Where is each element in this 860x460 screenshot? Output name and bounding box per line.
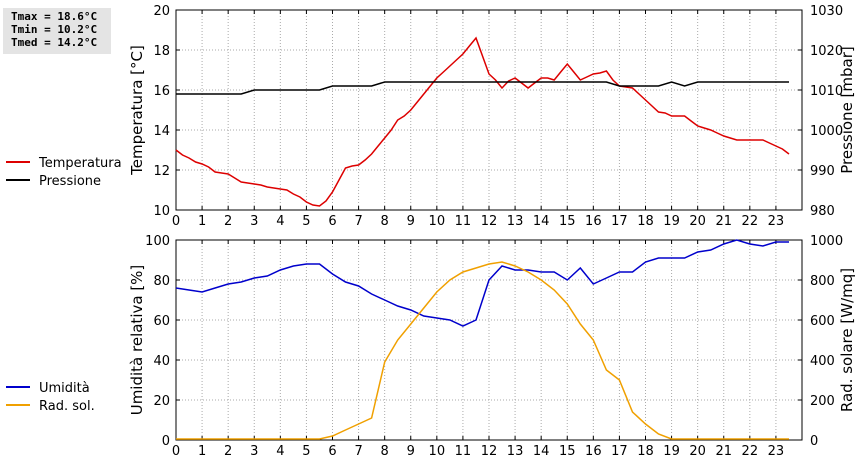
x-tick-label: 2 [224,214,232,229]
series-line-umidit [175,239,789,327]
chart-panel-2: 0 1 2 3 4 5 6 7 8 9 10 11 12 13 14 15 16 17 18 19 20 21 22 2302… [6,234,856,459]
series-line-rad-sol [176,261,789,440]
x-tick-label: 21 [715,444,732,459]
x-tick-label: 4 [276,444,284,459]
stats-tmax: Tmax = 18.6°C [11,10,98,23]
x-tick-label: 1 [198,214,206,229]
x-tick-label: 5 [302,214,310,229]
y2-tick-label: 200 [810,394,835,409]
y2-tick-label: 990 [810,164,835,179]
y2-tick-label: 600 [810,314,835,329]
legend-label-pressione: Pressione [39,174,101,189]
legend-label-rad-sol: Rad. sol. [39,399,95,414]
x-tick-label: 16 [585,214,602,229]
y-tick-label: 0 [162,434,170,449]
y-tick-label: 12 [153,164,170,179]
x-tick-label: 7 [354,444,362,459]
y2-tick-label: 400 [810,354,835,369]
x-tick-label: 2 [224,444,232,459]
y2-axis-label: Rad. solare [W/mq] [838,268,856,412]
y-tick-label: 14 [153,124,170,139]
y2-tick-label: 0 [810,434,818,449]
x-tick-label: 19 [663,214,680,229]
x-tick-label: 13 [507,214,524,229]
x-tick-label: 18 [637,214,654,229]
x-tick-label: 8 [381,444,389,459]
x-tick-label: 7 [354,214,362,229]
x-tick-label: 5 [302,444,310,459]
y-tick-label: 20 [153,394,170,409]
stats-tmin: Tmin = 10.2°C [11,23,98,36]
x-tick-label: 20 [689,214,706,229]
x-tick-label: 0 [172,214,180,229]
y-tick-label: 60 [153,314,170,329]
y-tick-label: 10 [153,204,170,219]
x-tick-label: 9 [407,214,415,229]
x-tick-label: 10 [429,214,446,229]
y2-tick-label: 800 [810,274,835,289]
x-tick-label: 4 [276,214,284,229]
x-tick-label: 23 [768,444,785,459]
x-tick-label: 21 [715,214,732,229]
y-tick-label: 16 [153,84,170,99]
y-tick-label: 40 [153,354,170,369]
x-tick-label: 8 [381,214,389,229]
x-tick-label: 18 [637,444,654,459]
y2-tick-label: 1000 [810,234,843,249]
y2-tick-label: 1010 [810,84,843,99]
x-tick-label: 6 [328,214,336,229]
x-tick-label: 3 [250,444,258,459]
legend-label-temperatura: Temperatura [38,156,122,171]
x-tick-label: 12 [481,214,498,229]
x-tick-label: 22 [742,214,759,229]
y-axis-label: Umidità relativa [%] [128,265,146,416]
series-line-temperatura [175,36,790,207]
x-tick-label: 22 [742,444,759,459]
legend-label-umidit: Umidità [39,381,90,396]
stats-box: Tmax = 18.6°C Tmin = 10.2°C Tmed = 14.2°… [3,8,111,54]
x-tick-label: 16 [585,444,602,459]
x-tick-label: 3 [250,214,258,229]
y2-axis-label: Pressione [mbar] [838,46,856,174]
y-axis-label: Temperatura [°C] [128,45,146,176]
x-tick-label: 15 [559,444,576,459]
y2-tick-label: 1020 [810,44,843,59]
y-tick-label: 80 [153,274,170,289]
chart-panel-1: 0 1 2 3 4 5 6 7 8 9 10 11 12 13 14 15 16 17 18 19 20 21 22 2310… [6,4,856,229]
x-tick-label: 13 [507,444,524,459]
x-tick-label: 11 [455,444,472,459]
x-tick-label: 14 [533,444,550,459]
x-tick-label: 14 [533,214,550,229]
x-tick-label: 12 [481,444,498,459]
y-tick-label: 100 [145,234,170,249]
y-tick-label: 20 [153,4,170,19]
x-tick-label: 1 [198,444,206,459]
x-tick-label: 11 [455,214,472,229]
y-tick-label: 18 [153,44,170,59]
x-tick-label: 15 [559,214,576,229]
x-tick-label: 0 [172,444,180,459]
x-tick-label: 19 [663,444,680,459]
x-tick-label: 10 [429,444,446,459]
x-tick-label: 20 [689,444,706,459]
y2-tick-label: 980 [810,204,835,219]
x-tick-label: 6 [328,444,336,459]
x-tick-label: 17 [611,444,628,459]
y2-tick-label: 1000 [810,124,843,139]
y2-tick-label: 1030 [810,4,843,19]
series-line-pressione [176,81,789,95]
stats-tmed: Tmed = 14.2°C [11,36,98,49]
x-tick-label: 17 [611,214,628,229]
x-tick-label: 23 [768,214,785,229]
x-tick-label: 9 [407,444,415,459]
